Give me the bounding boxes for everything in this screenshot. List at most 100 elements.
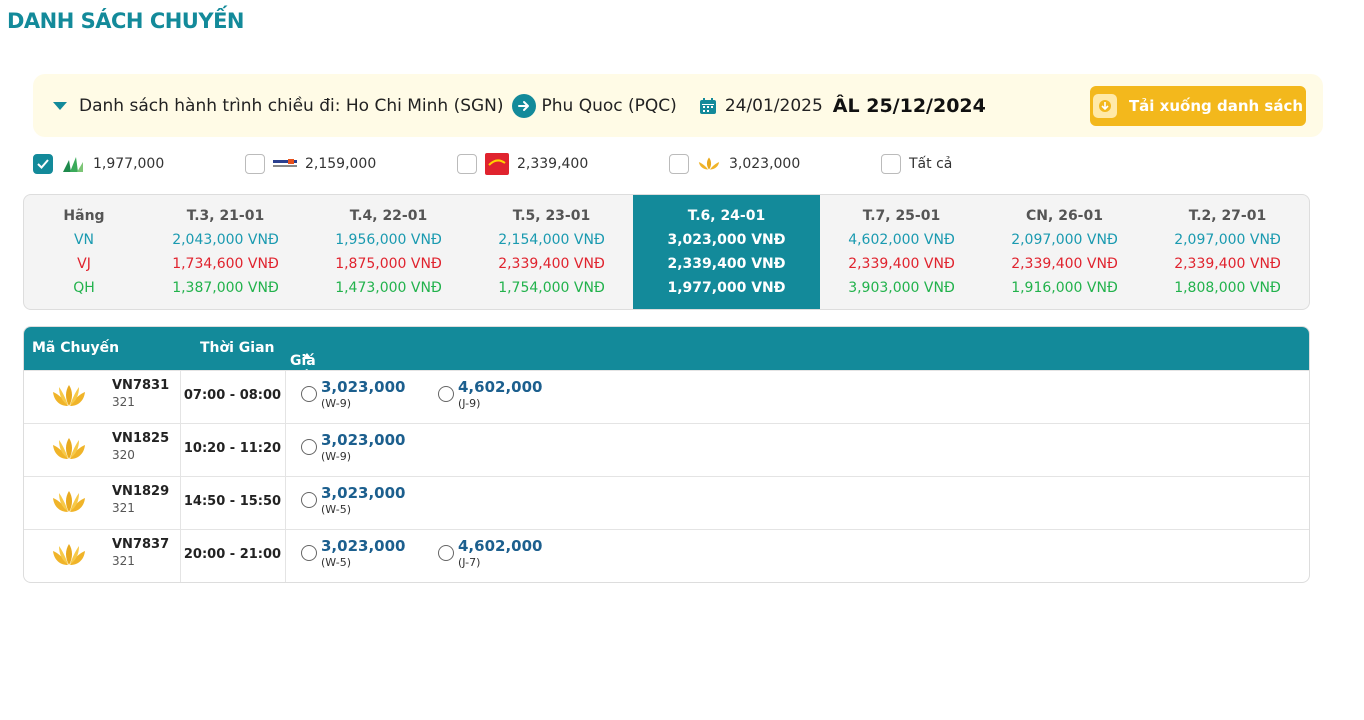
flight-code: VN1829 xyxy=(112,484,170,499)
vj-price[interactable]: 2,339,400 VNĐ xyxy=(848,256,955,272)
fare-radio[interactable] xyxy=(301,386,317,402)
fare-radio[interactable] xyxy=(438,386,454,402)
collapse-caret-icon[interactable] xyxy=(53,101,67,110)
checkbox[interactable] xyxy=(881,154,901,174)
airline-code: QH xyxy=(73,280,95,296)
flight-code: VN1825 xyxy=(112,431,170,446)
vn-price[interactable]: 4,602,000 VNĐ xyxy=(848,232,955,248)
route-summary: Danh sách hành trình chiều đi: Ho Chi Mi… xyxy=(79,93,986,118)
vietnam-airlines-logo-icon xyxy=(53,385,85,406)
fare-radio[interactable] xyxy=(301,439,317,455)
table-header: Mã Chuyến Thời Gian Giá Vé xyxy=(24,327,1309,385)
download-label: Tải xuống danh sách xyxy=(1128,97,1304,115)
day-column[interactable]: T.7, 25-01 4,602,000 VNĐ 2,339,400 VNĐ 3… xyxy=(820,195,983,309)
qh-price[interactable]: 1,977,000 VNĐ xyxy=(667,280,786,296)
day-label: T.6, 24-01 xyxy=(687,208,766,224)
day-column[interactable]: T.2, 27-01 2,097,000 VNĐ 2,339,400 VNĐ 1… xyxy=(1146,195,1309,309)
filter-price: 1,977,000 xyxy=(93,156,165,172)
filter-vietjet[interactable]: 2,339,400 xyxy=(457,153,589,175)
departure-date: 24/01/2025 xyxy=(724,95,823,116)
fare-radio[interactable] xyxy=(438,545,454,561)
day-column-selected[interactable]: T.6, 24-01 3,023,000 VNĐ 2,339,400 VNĐ 1… xyxy=(633,195,820,309)
flight-code: VN7831 xyxy=(112,378,170,393)
airline-header: Hãng xyxy=(63,208,105,224)
flight-code: VN7837 xyxy=(112,537,170,552)
day-column[interactable]: T.5, 23-01 2,154,000 VNĐ 2,339,400 VNĐ 1… xyxy=(470,195,633,309)
airline-code: VJ xyxy=(77,256,91,272)
checkbox[interactable] xyxy=(245,154,265,174)
vn-price[interactable]: 1,956,000 VNĐ xyxy=(335,232,442,248)
filter-price: 2,339,400 xyxy=(517,156,589,172)
vj-price[interactable]: 2,339,400 VNĐ xyxy=(498,256,605,272)
route-bar: Danh sách hành trình chiều đi: Ho Chi Mi… xyxy=(33,74,1323,137)
arrow-right-icon xyxy=(511,93,536,118)
route-from: Ho Chi Minh (SGN) xyxy=(345,95,504,116)
fare-class: (W-5) xyxy=(321,503,351,516)
fare-price: 4,602,000 xyxy=(458,378,543,396)
filter-bamboo[interactable]: 1,977,000 xyxy=(33,154,164,174)
airline-code: VN xyxy=(73,232,95,248)
price-calendar: Hãng VN VJ QH T.3, 21-01 2,043,000 VNĐ 1… xyxy=(23,194,1310,310)
qh-price[interactable]: 1,473,000 VNĐ xyxy=(335,280,442,296)
qh-price[interactable]: 3,903,000 VNĐ xyxy=(848,280,955,296)
filter-pacific[interactable]: 2,159,000 xyxy=(245,154,376,174)
day-label: T.7, 25-01 xyxy=(862,208,941,224)
flight-time: 07:00 - 08:00 xyxy=(183,388,282,403)
qh-price[interactable]: 1,808,000 VNĐ xyxy=(1174,280,1281,296)
vietnam-airlines-logo-icon xyxy=(697,154,721,174)
aircraft-type: 320 xyxy=(112,448,135,462)
filter-price: 2,159,000 xyxy=(305,156,377,172)
filter-all-label: Tất cả xyxy=(909,156,953,172)
qh-price[interactable]: 1,916,000 VNĐ xyxy=(1011,280,1118,296)
bamboo-airways-logo-icon xyxy=(61,154,85,174)
day-column[interactable]: T.4, 22-01 1,956,000 VNĐ 1,875,000 VNĐ 1… xyxy=(307,195,470,309)
table-row: VN7837 321 20:00 - 21:00 3,023,000 (W-5)… xyxy=(24,529,1309,582)
vietnam-airlines-logo-icon xyxy=(53,438,85,459)
vn-price[interactable]: 2,097,000 VNĐ xyxy=(1011,232,1118,248)
airline-column: Hãng VN VJ QH xyxy=(24,195,144,309)
airline-filters: 1,977,000 2,159,000 2,339,400 3,023,000 … xyxy=(33,153,1033,178)
fare-radio[interactable] xyxy=(301,492,317,508)
filter-vietnam-airlines[interactable]: 3,023,000 xyxy=(669,154,800,174)
vietjet-logo-icon xyxy=(485,153,509,175)
flight-list-table: Mã Chuyến Thời Gian Giá Vé VN7831 321 07… xyxy=(23,326,1310,583)
fare-class: (W-5) xyxy=(321,556,351,569)
aircraft-type: 321 xyxy=(112,501,135,515)
download-list-button[interactable]: Tải xuống danh sách xyxy=(1090,86,1306,126)
sort-up-icon xyxy=(302,353,312,359)
vietnam-airlines-logo-icon xyxy=(53,544,85,565)
day-label: T.5, 23-01 xyxy=(512,208,591,224)
lunar-date: ÂL 25/12/2024 xyxy=(832,94,986,117)
fare-radio[interactable] xyxy=(301,545,317,561)
vj-price[interactable]: 2,339,400 VNĐ xyxy=(667,256,786,272)
route-to: Phu Quoc (PQC) xyxy=(541,95,677,116)
download-icon xyxy=(1092,94,1117,118)
checkbox-checked[interactable] xyxy=(33,154,53,174)
vj-price[interactable]: 2,339,400 VNĐ xyxy=(1174,256,1281,272)
vj-price[interactable]: 2,339,400 VNĐ xyxy=(1011,256,1118,272)
route-label: Danh sách hành trình chiều đi: xyxy=(79,95,341,116)
header-code: Mã Chuyến xyxy=(32,340,120,356)
checkbox[interactable] xyxy=(457,154,477,174)
vn-price[interactable]: 2,043,000 VNĐ xyxy=(172,232,279,248)
qh-price[interactable]: 1,754,000 VNĐ xyxy=(498,280,605,296)
flight-time: 14:50 - 15:50 xyxy=(183,494,282,509)
flight-time: 20:00 - 21:00 xyxy=(183,547,282,562)
table-row: VN1829 321 14:50 - 15:50 3,023,000 (W-5) xyxy=(24,476,1309,529)
qh-price[interactable]: 1,387,000 VNĐ xyxy=(172,280,279,296)
vn-price[interactable]: 2,097,000 VNĐ xyxy=(1174,232,1281,248)
aircraft-type: 321 xyxy=(112,554,135,568)
fare-class: (W-9) xyxy=(321,450,351,463)
fare-class: (J-7) xyxy=(458,556,481,569)
day-column[interactable]: T.3, 21-01 2,043,000 VNĐ 1,734,600 VNĐ 1… xyxy=(144,195,307,309)
day-label: T.2, 27-01 xyxy=(1188,208,1267,224)
day-column[interactable]: CN, 26-01 2,097,000 VNĐ 2,339,400 VNĐ 1,… xyxy=(983,195,1146,309)
filter-all[interactable]: Tất cả xyxy=(881,154,952,174)
filter-price: 3,023,000 xyxy=(729,156,801,172)
fare-class: (W-9) xyxy=(321,397,351,410)
vj-price[interactable]: 1,734,600 VNĐ xyxy=(172,256,279,272)
vn-price[interactable]: 2,154,000 VNĐ xyxy=(498,232,605,248)
vj-price[interactable]: 1,875,000 VNĐ xyxy=(335,256,442,272)
checkbox[interactable] xyxy=(669,154,689,174)
vn-price[interactable]: 3,023,000 VNĐ xyxy=(667,232,786,248)
